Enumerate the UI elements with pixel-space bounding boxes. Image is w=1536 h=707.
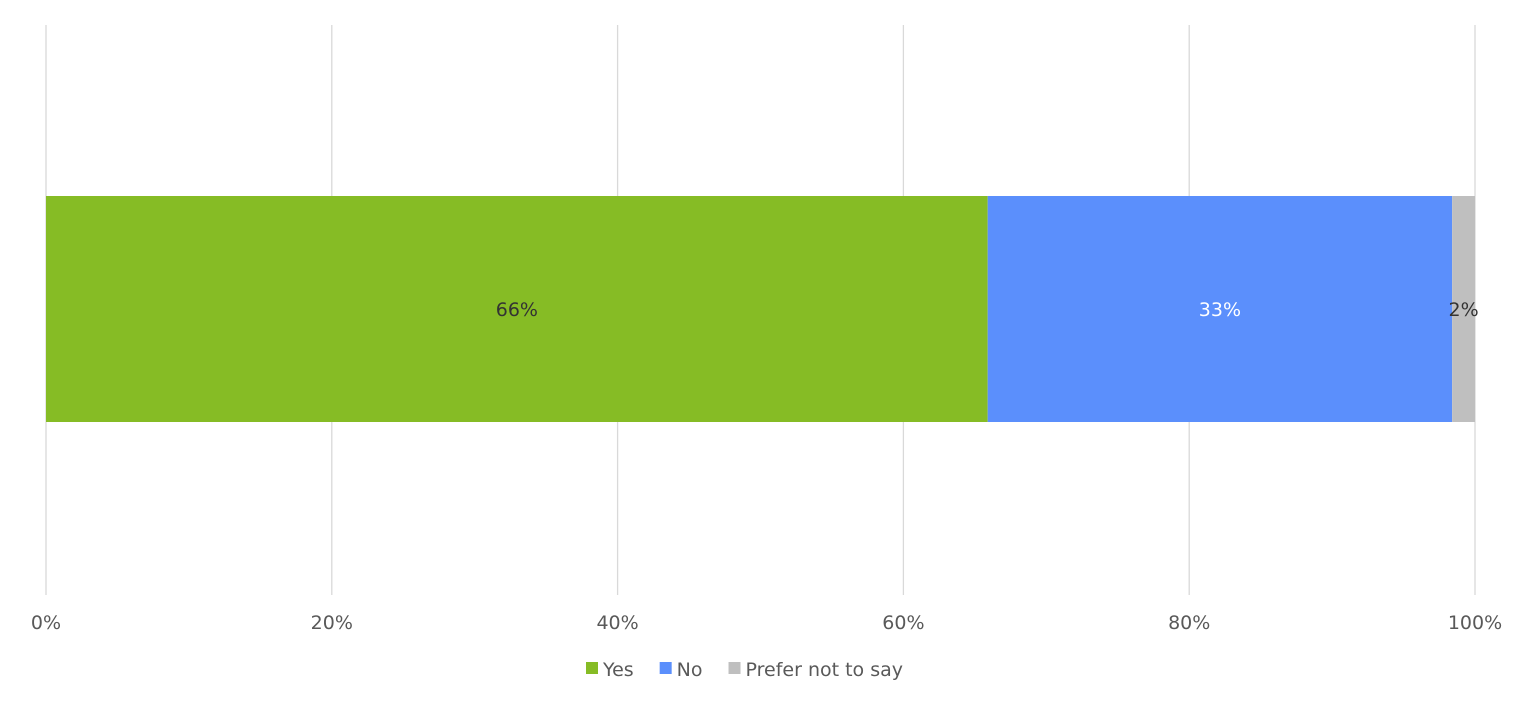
bar-segment-yes <box>46 196 988 422</box>
x-tick-label: 100% <box>1448 612 1502 634</box>
legend-label: No <box>677 659 703 681</box>
x-axis-ticks: 0% 20% 40% 60% 80% 100% <box>31 612 1502 634</box>
legend-label: Prefer not to say <box>746 659 904 681</box>
bars: 66% 33% 2% <box>46 196 1479 422</box>
legend-label: Yes <box>602 659 634 681</box>
data-label: 2% <box>1448 299 1478 321</box>
x-tick-label: 0% <box>31 612 61 634</box>
data-label: 33% <box>1199 299 1241 321</box>
legend-swatch <box>586 662 598 674</box>
bar-segment-prefer-not-to-say <box>1452 196 1475 422</box>
x-tick-label: 60% <box>882 612 924 634</box>
legend: Yes No Prefer not to say <box>586 659 903 681</box>
legend-swatch <box>659 662 672 674</box>
bar-segment-no <box>987 196 1453 422</box>
x-tick-label: 20% <box>311 612 353 634</box>
x-tick-label: 40% <box>596 612 638 634</box>
data-label: 66% <box>496 299 538 321</box>
legend-swatch <box>728 662 741 674</box>
x-tick-label: 80% <box>1168 612 1210 634</box>
